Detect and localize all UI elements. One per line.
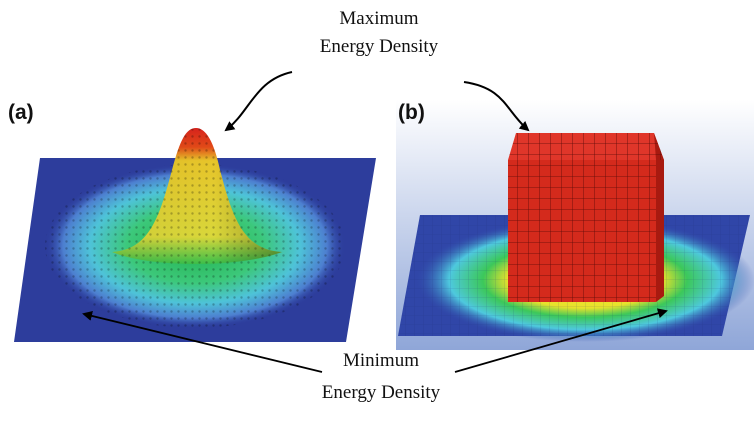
annotation: Energy Density [322,382,441,403]
panel-label: (b) [398,101,425,124]
panel-a [14,128,376,342]
panel-b [396,100,754,350]
arrow-max-a [226,72,292,130]
box-front-mesh [508,160,656,302]
annotation: Minimum [343,350,419,371]
panel-label: (a) [8,101,34,124]
figure: (a) (b) Maximum Energy Density Minimum E… [0,0,754,433]
box-top-mesh [508,133,664,160]
annotation: Energy Density [320,36,439,57]
annotation: Maximum [339,8,418,29]
